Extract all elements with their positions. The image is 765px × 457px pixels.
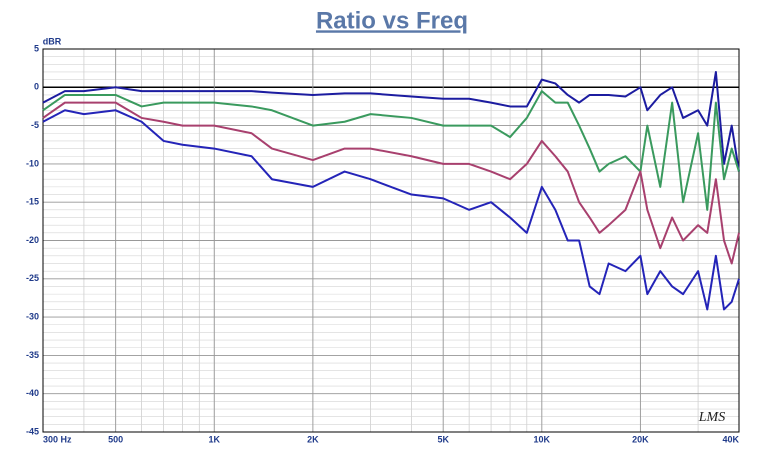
x-tick-label: 10K <box>534 434 551 444</box>
x-tick-label: 20K <box>632 434 649 444</box>
y-tick-label: -45 <box>26 426 39 436</box>
series-line <box>42 90 740 211</box>
x-tick-label: 5K <box>437 434 449 444</box>
series-line <box>42 101 740 265</box>
y-axis-label: dBR <box>43 36 62 46</box>
x-tick-label: 300 Hz <box>43 434 72 444</box>
plot-border <box>42 48 740 433</box>
y-tick-label: -30 <box>26 311 39 321</box>
y-tick-label: -40 <box>26 388 39 398</box>
plot <box>42 70 740 311</box>
y-tick-label: 5 <box>34 43 39 53</box>
y-tick-label: -25 <box>26 273 39 283</box>
y-tick-label: 0 <box>34 82 39 92</box>
y-tick-label: -5 <box>31 120 39 130</box>
x-tick-label: 2K <box>307 434 319 444</box>
y-tick-label: -15 <box>26 197 39 207</box>
x-tick-label: 500 <box>108 434 123 444</box>
x-tick-label: 1K <box>209 434 221 444</box>
y-tick-label: -20 <box>26 235 39 245</box>
series-line <box>42 70 740 172</box>
y-tick-label: -35 <box>26 350 39 360</box>
chart-title: Ratio vs Freq <box>316 7 468 34</box>
logo: LMS <box>698 410 725 425</box>
y-tick-label: -10 <box>26 158 39 168</box>
x-tick-label: 40K <box>722 434 739 444</box>
series-line <box>42 109 740 311</box>
grid: 5 0 -5 -10 -15 -20 -25 -30 -35 -40 -45 300 Hz 500 1K 2… <box>26 43 740 444</box>
